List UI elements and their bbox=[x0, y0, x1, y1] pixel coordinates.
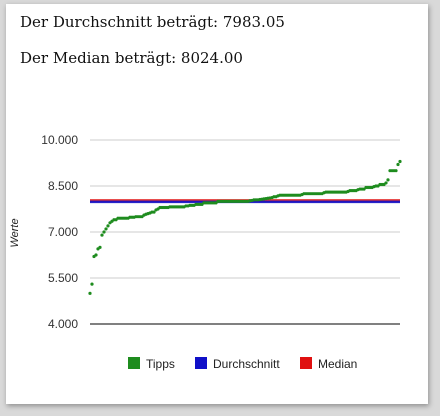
data-point bbox=[384, 181, 388, 185]
grid-lines bbox=[90, 139, 400, 325]
data-point bbox=[90, 282, 94, 286]
legend-label-tipps: Tipps bbox=[146, 357, 175, 371]
chart-window: Der Durchschnitt beträgt: 7983.05 Der Me… bbox=[6, 4, 428, 404]
tipps-points bbox=[88, 159, 402, 295]
data-point bbox=[396, 162, 400, 167]
data-point bbox=[394, 169, 398, 173]
legend-label-median: Median bbox=[318, 357, 357, 371]
median-statement: Der Median beträgt: 8024.00 bbox=[20, 49, 243, 67]
data-point bbox=[152, 210, 156, 214]
legend-swatch-durchschnitt bbox=[195, 357, 207, 369]
data-point bbox=[94, 253, 98, 257]
data-point bbox=[104, 227, 108, 231]
y-tick-label: 4.000 bbox=[48, 317, 78, 331]
y-axis-label: Werte bbox=[9, 218, 21, 247]
legend-swatch-tipps bbox=[128, 357, 140, 369]
scatter-chart: 4.000 5.500 7.000 8.500 10.000 Werte Tipps Du… bbox=[9, 133, 402, 371]
data-point bbox=[100, 233, 104, 237]
data-point bbox=[88, 291, 92, 295]
data-point bbox=[106, 224, 110, 228]
y-tick-label: 7.000 bbox=[48, 225, 78, 239]
y-tick-label: 8.500 bbox=[48, 179, 78, 193]
legend-label-durchschnitt: Durchschnitt bbox=[213, 357, 280, 371]
legend-swatch-median bbox=[300, 357, 312, 369]
data-point bbox=[98, 245, 102, 249]
mean-statement: Der Durchschnitt beträgt: 7983.05 bbox=[20, 13, 285, 31]
data-point bbox=[102, 230, 106, 234]
legend: Tipps Durchschnitt Median bbox=[128, 357, 357, 371]
y-tick-label: 10.000 bbox=[41, 133, 78, 147]
y-tick-label: 5.500 bbox=[48, 271, 78, 285]
y-tick-labels: 4.000 5.500 7.000 8.500 10.000 bbox=[41, 133, 78, 331]
data-point bbox=[386, 178, 390, 182]
data-point bbox=[398, 159, 402, 164]
